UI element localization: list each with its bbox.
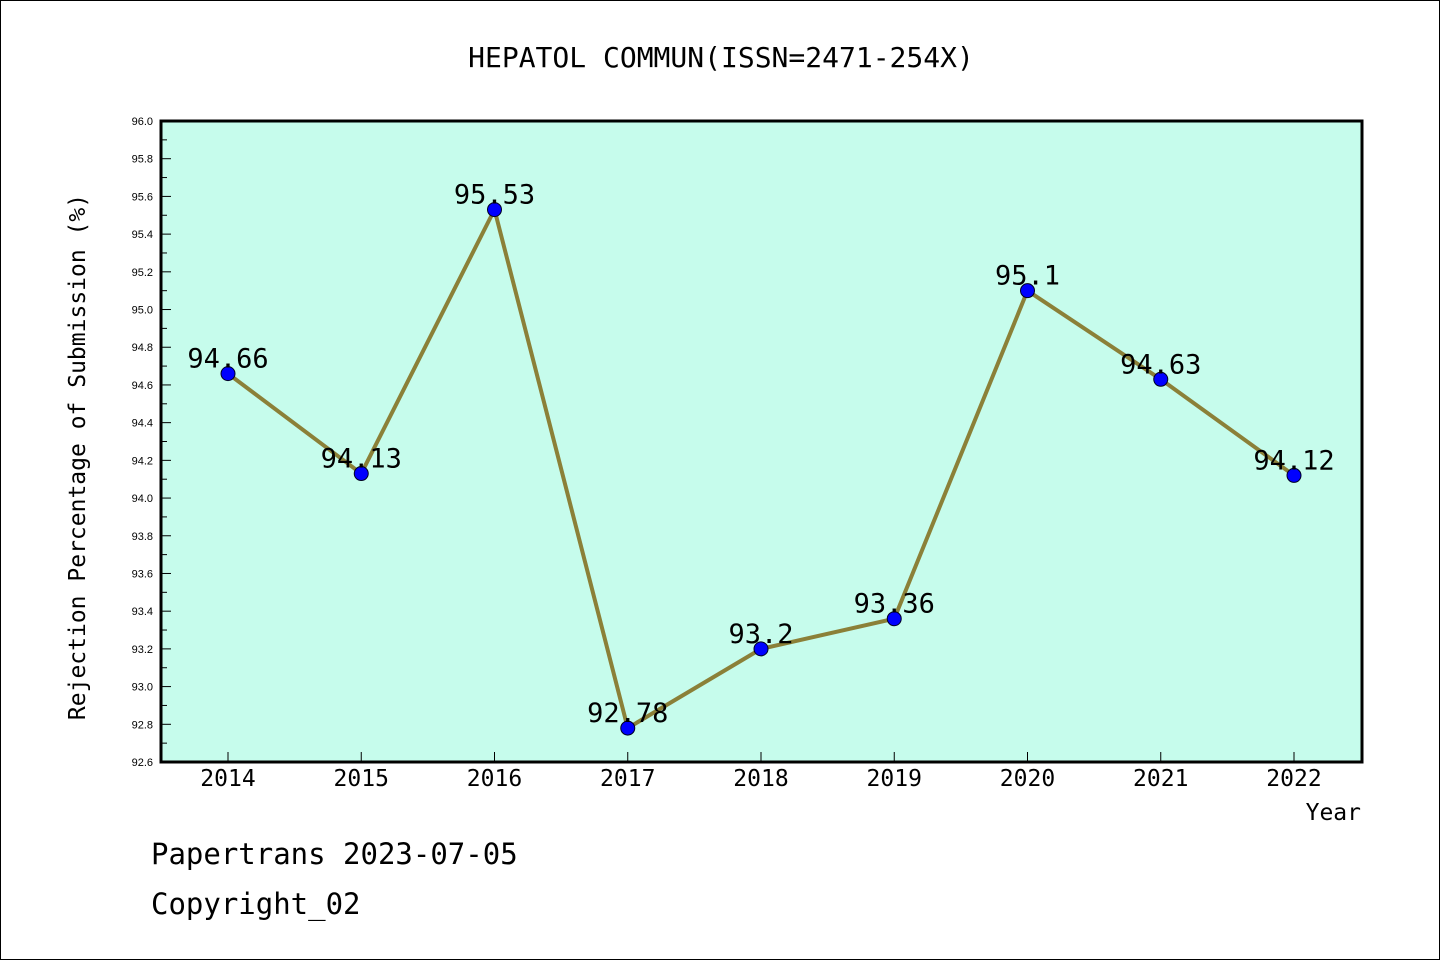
y-tick-label: 93.0 (132, 682, 153, 694)
data-point-marker (753, 641, 769, 657)
data-point-label: 93.2 (728, 619, 793, 650)
data-point-marker (353, 466, 369, 482)
series-markers (220, 202, 1302, 736)
y-tick-label: 95.0 (132, 305, 153, 317)
data-point-label: 95.1 (995, 261, 1060, 292)
y-tick-label: 94.0 (132, 493, 153, 505)
y-tick-label: 94.6 (132, 380, 153, 392)
y-tick-label: 94.2 (132, 455, 153, 467)
plot-area (159, 119, 1364, 764)
x-tick-label: 2021 (1133, 766, 1188, 792)
data-point-label: 94.12 (1253, 445, 1334, 476)
x-tick-label: 2017 (600, 766, 655, 792)
x-tick-label: 2022 (1266, 766, 1321, 792)
data-point-label: 94.63 (1120, 349, 1201, 380)
data-point-label: 95.53 (454, 180, 535, 211)
data-point-marker (1020, 283, 1035, 299)
data-point-marker (620, 720, 636, 736)
y-tick-label: 95.4 (132, 229, 153, 241)
chart-title: HEPATOL COMMUN(ISSN=2471-254X) (468, 41, 974, 74)
data-point-label: 94.66 (187, 344, 268, 375)
y-tick-label: 94.4 (132, 418, 153, 430)
footer-date-text: Papertrans 2023-07-05 (151, 837, 518, 871)
y-tick-label: 93.4 (132, 606, 153, 618)
y-tick-label: 92.8 (132, 719, 153, 731)
data-point-label: 92.78 (587, 698, 668, 729)
data-point-marker (1153, 371, 1169, 387)
y-tick-label: 95.8 (132, 154, 153, 166)
data-point-label: 94.13 (321, 444, 402, 475)
y-tick-label: 96.0 (132, 116, 153, 128)
y-tick-label: 95.6 (132, 191, 153, 203)
x-tick-label: 2019 (867, 766, 922, 792)
x-tick-label: 2016 (467, 766, 522, 792)
y-tick-label: 95.2 (132, 267, 153, 279)
y-tick-label: 94.8 (132, 342, 153, 354)
y-axis-ticks: 92.6 92.8 93.0 93.2 93.4 93.6 93.8 94.0 94.2 94.4… (132, 116, 171, 769)
data-point-label: 93.36 (854, 589, 935, 620)
y-tick-label: 93.8 (132, 531, 153, 543)
y-axis-label: Rejection Percentage of Submission (%) (65, 194, 91, 720)
x-tick-label: 2015 (334, 766, 389, 792)
data-point-marker (1286, 467, 1302, 483)
x-tick-label: 2020 (1000, 766, 1055, 792)
footer-copyright-text: Copyright_02 (151, 887, 361, 921)
data-labels: 94.66 94.13 95.53 92.78 93.2 93.36 95.1 94.63 94… (187, 180, 1334, 729)
x-axis-label: Year (1306, 800, 1361, 826)
x-tick-label: 2018 (733, 766, 788, 792)
y-tick-label: 92.6 (132, 757, 153, 769)
x-tick-label: 2014 (200, 766, 255, 792)
y-tick-label: 93.2 (132, 644, 153, 656)
data-point-marker (220, 366, 236, 382)
data-point-marker (886, 611, 902, 627)
data-point-marker (487, 202, 502, 218)
x-axis-ticks: 2014 2015 2016 2017 2018 2019 2020 2021 2022 (200, 752, 1322, 792)
y-tick-label: 93.6 (132, 568, 153, 580)
